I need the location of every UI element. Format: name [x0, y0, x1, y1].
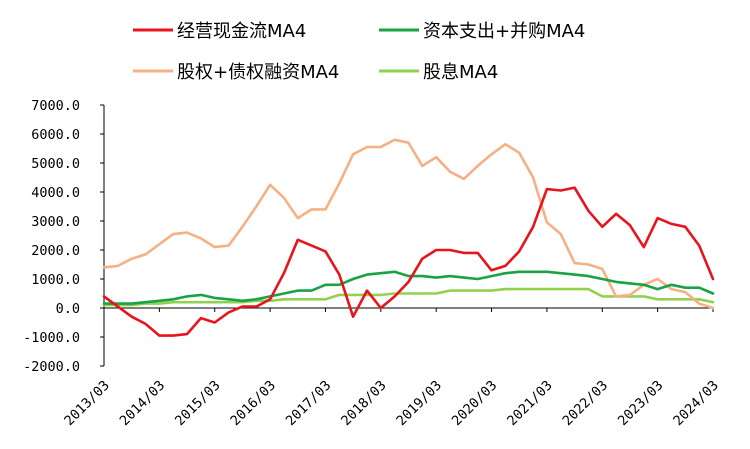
x-tick-label: 2018/03 — [338, 378, 390, 430]
x-tick-label: 2015/03 — [172, 378, 224, 430]
x-tick-label: 2023/03 — [615, 378, 667, 430]
series-line-4 — [102, 287, 715, 307]
y-tick-label: -2000.0 — [23, 359, 80, 375]
y-tick-label: 1000.0 — [31, 272, 80, 288]
legend: 经营现金流MA4 资本支出+并购MA4 股权+债权融资MA4 股息MA4 — [133, 21, 585, 83]
legend-label-2: 资本支出+并购MA4 — [423, 21, 585, 42]
x-tick-label: 2016/03 — [227, 378, 279, 430]
legend-label-1: 经营现金流MA4 — [177, 21, 306, 42]
series-layer — [102, 138, 715, 337]
series-line-3 — [102, 138, 715, 310]
x-tick-label: 2013/03 — [61, 378, 113, 430]
x-tick-label: 2020/03 — [449, 378, 501, 430]
y-tick-label: -1000.0 — [23, 330, 80, 346]
y-tick-label: 2000.0 — [31, 243, 80, 259]
y-tick-label: 4000.0 — [31, 185, 80, 201]
x-tick-label: 2021/03 — [504, 378, 556, 430]
y-tick-label: 3000.0 — [31, 214, 80, 230]
legend-label-3: 股权+债权融资MA4 — [177, 62, 339, 83]
y-tick-label: 5000.0 — [31, 156, 80, 172]
x-tick-label: 2022/03 — [560, 378, 612, 430]
legend-label-4: 股息MA4 — [423, 62, 498, 83]
x-tick-label: 2024/03 — [670, 378, 722, 430]
x-tick-label: 2014/03 — [117, 378, 169, 430]
series-line-2 — [102, 270, 715, 305]
y-axis: 7000.0 6000.0 5000.0 4000.0 3000.0 2000.0 1000… — [23, 98, 105, 375]
x-axis: 2013/03 2014/03 2015/03 2016/03 2017/03 2018/… — [61, 307, 722, 430]
y-tick-label: 7000.0 — [31, 98, 80, 114]
x-tick-label: 2017/03 — [283, 378, 335, 430]
y-tick-label: 0.0 — [56, 301, 80, 317]
series-line-1 — [102, 186, 715, 337]
y-tick-label: 6000.0 — [31, 127, 80, 143]
x-tick-label: 2019/03 — [393, 378, 445, 430]
